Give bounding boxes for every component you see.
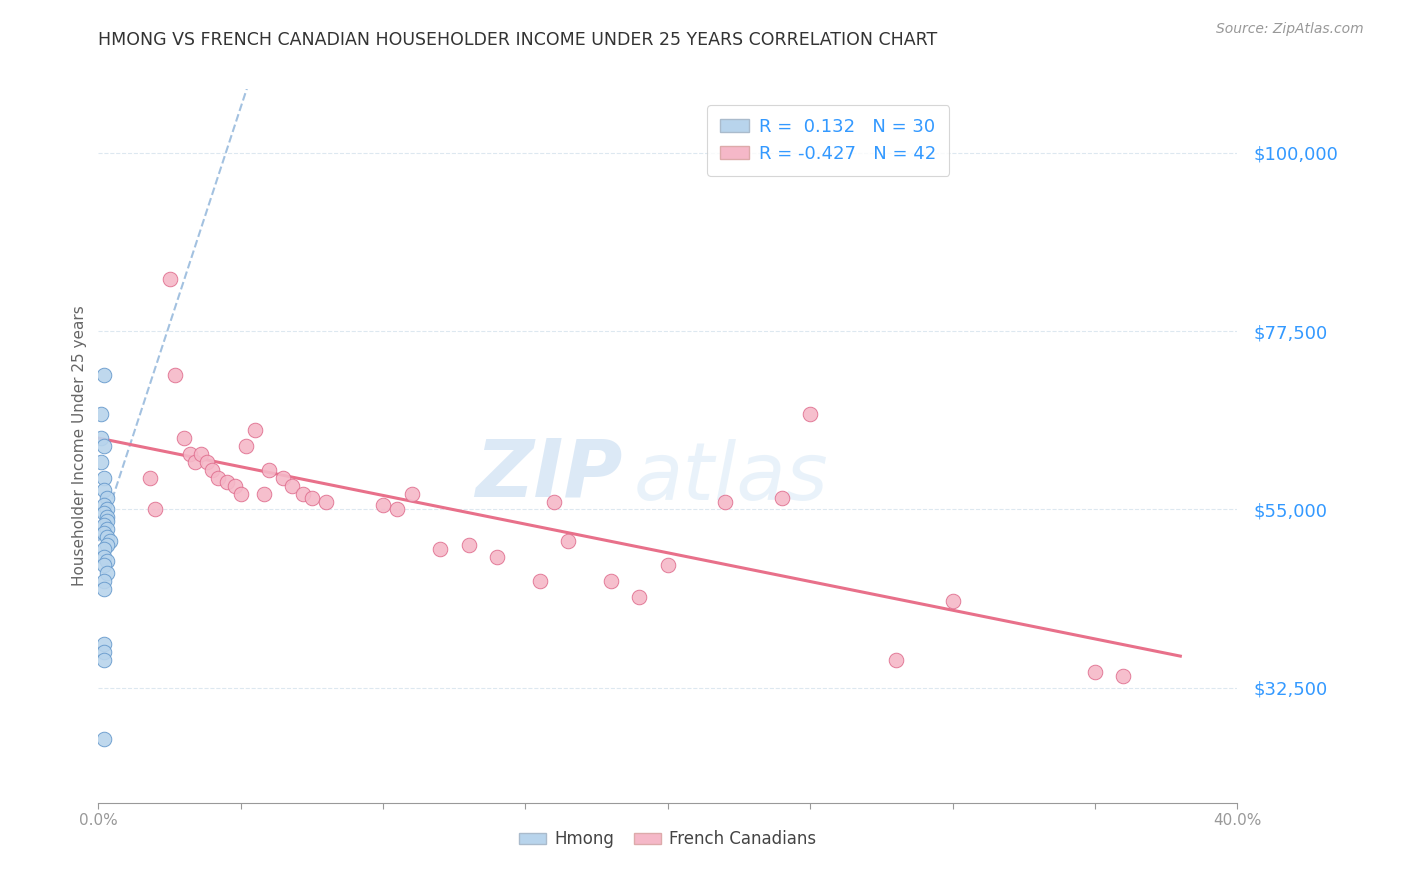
Point (942, 593, 965, 607)
Point (373, 499, 395, 513)
Point (243, 423, 266, 437)
Point (145, 502, 167, 516)
Point (96, 530, 118, 544)
Point (93, 637, 115, 651)
Point (93, 507, 115, 521)
Point (1112, 669, 1135, 683)
Point (770, 491, 793, 505)
Point (628, 590, 651, 604)
Point (195, 455, 218, 469)
Point (529, 574, 551, 588)
Text: atlas: atlas (634, 439, 828, 517)
Point (252, 486, 274, 500)
Point (138, 471, 160, 485)
Point (714, 494, 737, 508)
Point (90, 407, 112, 421)
Point (93, 645, 115, 659)
Point (98, 534, 121, 549)
Point (429, 542, 451, 557)
Point (301, 491, 323, 505)
Point (90, 431, 112, 445)
Point (93, 732, 115, 747)
Point (259, 463, 281, 477)
Point (165, 368, 187, 382)
Point (96, 491, 118, 505)
Point (557, 534, 579, 549)
Point (159, 272, 181, 286)
Point (543, 494, 565, 508)
Point (96, 554, 118, 568)
Point (600, 574, 623, 588)
Point (96, 514, 118, 528)
Point (93, 582, 115, 596)
Point (315, 494, 337, 508)
Point (292, 486, 315, 500)
Point (235, 439, 257, 453)
Point (93, 574, 115, 588)
Point (207, 471, 229, 485)
Point (93, 558, 115, 572)
Point (96, 510, 118, 524)
Point (657, 558, 679, 572)
Point (387, 502, 409, 516)
Point (93, 526, 115, 541)
Point (96, 538, 118, 552)
Point (457, 538, 479, 552)
Point (90, 455, 112, 469)
Y-axis label: Householder Income Under 25 years: Householder Income Under 25 years (72, 306, 87, 586)
Text: ZIP: ZIP (475, 435, 623, 514)
Point (884, 653, 907, 667)
Point (96, 566, 118, 580)
Point (486, 549, 509, 564)
Point (96, 522, 118, 536)
Point (93, 542, 115, 557)
Point (93, 471, 115, 485)
Point (173, 431, 195, 445)
Point (224, 478, 246, 492)
Point (184, 455, 207, 469)
Point (179, 447, 201, 461)
Point (201, 463, 224, 477)
Point (93, 499, 115, 513)
Point (93, 549, 115, 564)
Point (93, 653, 115, 667)
Point (799, 407, 821, 421)
Point (93, 368, 115, 382)
Text: HMONG VS FRENCH CANADIAN HOUSEHOLDER INCOME UNDER 25 YEARS CORRELATION CHART: HMONG VS FRENCH CANADIAN HOUSEHOLDER INC… (98, 31, 938, 49)
Point (93, 483, 115, 497)
Point (93, 518, 115, 533)
Point (215, 475, 238, 489)
Text: Source: ZipAtlas.com: Source: ZipAtlas.com (1216, 22, 1364, 37)
Point (93, 439, 115, 453)
Point (273, 471, 295, 485)
Point (281, 478, 304, 492)
Point (96, 502, 118, 516)
Legend: Hmong, French Canadians: Hmong, French Canadians (513, 824, 823, 855)
Point (1084, 665, 1107, 679)
Point (401, 486, 423, 500)
Point (190, 447, 212, 461)
Point (229, 486, 252, 500)
